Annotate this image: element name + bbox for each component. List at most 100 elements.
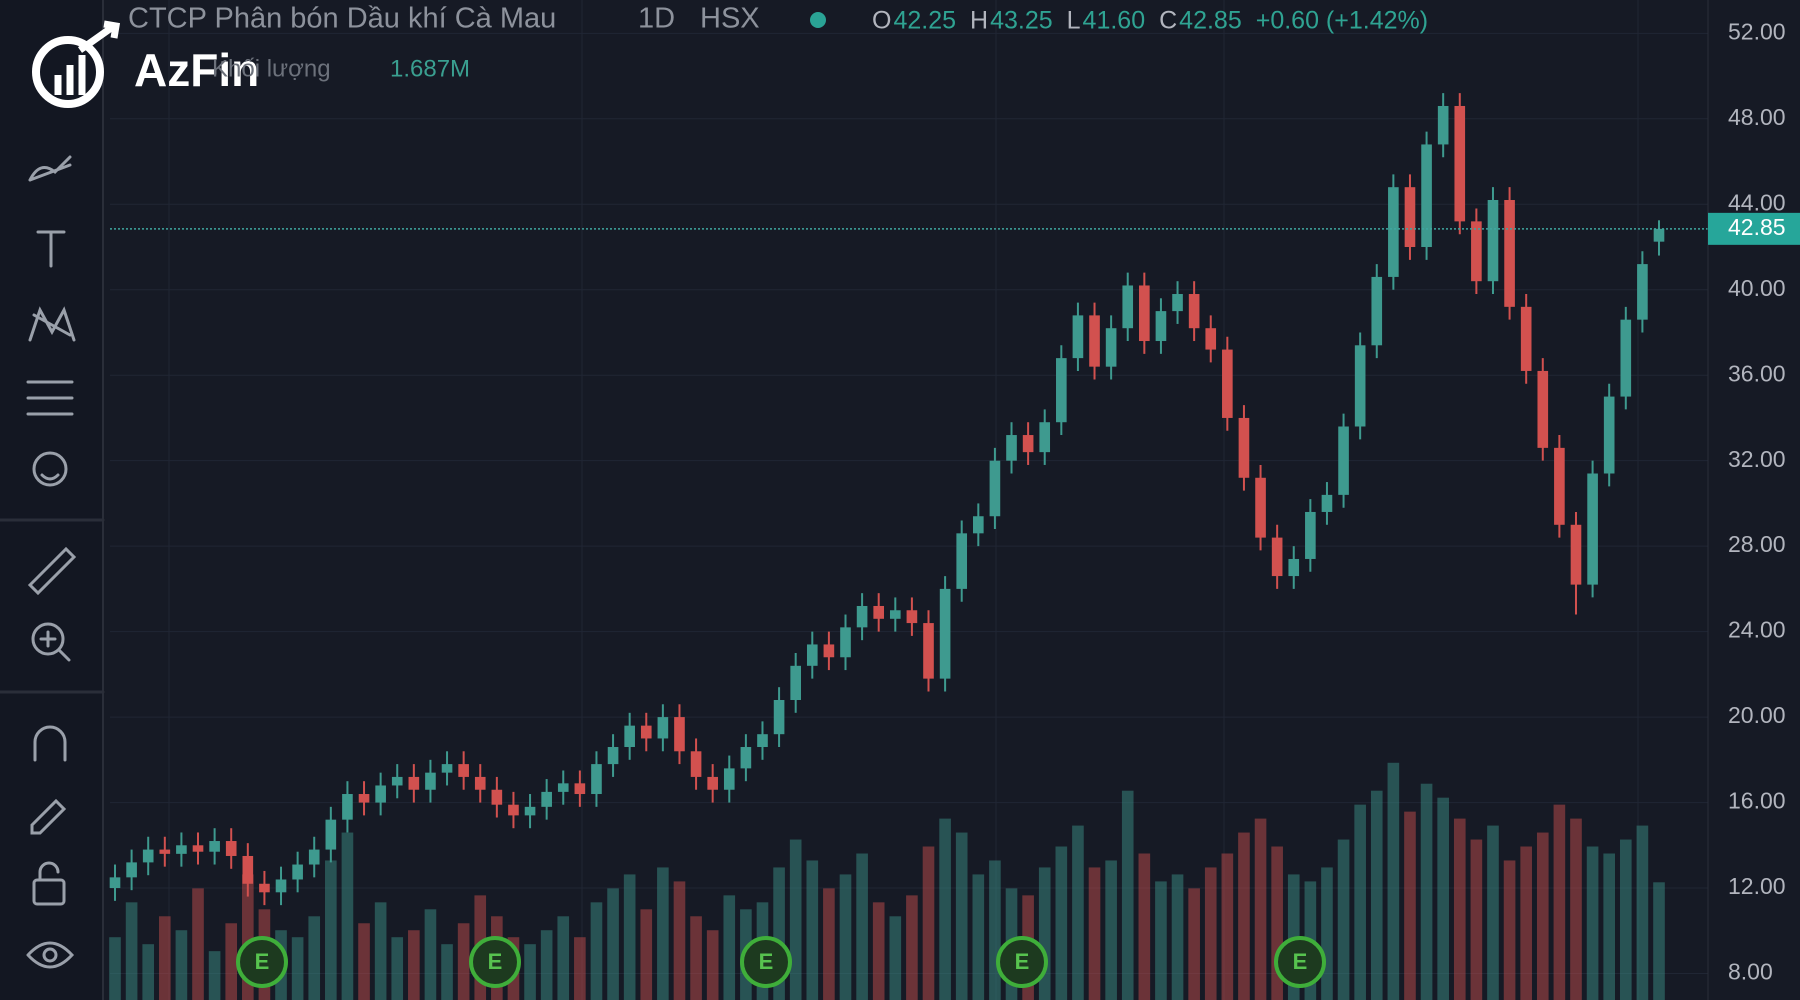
- y-tick-label: 52.00: [1728, 18, 1786, 44]
- candle-body: [126, 862, 137, 878]
- candle-body: [408, 776, 420, 790]
- event-marker: [996, 936, 1048, 988]
- zoom-plus: [39, 630, 71, 662]
- candle-body: [391, 776, 403, 786]
- candle-body: [939, 588, 951, 679]
- volume-bar: [540, 930, 553, 1000]
- volume-bar: [1055, 846, 1068, 1000]
- zoom-icon[interactable]: [31, 622, 65, 656]
- lock-draw-icon[interactable]: [30, 798, 67, 835]
- volume-last: 1.687M: [390, 55, 470, 82]
- emoji-smile: [40, 473, 60, 481]
- volume-bar: [939, 818, 951, 1000]
- candle-body: [557, 783, 569, 792]
- candle-body: [1238, 417, 1250, 478]
- emoji-icon[interactable]: [32, 451, 68, 487]
- brush-icon[interactable]: [28, 155, 72, 182]
- candle-body: [1305, 511, 1316, 559]
- volume-bar: [158, 916, 171, 1000]
- exchange: HSX: [700, 3, 760, 35]
- candle-body: [1321, 494, 1333, 512]
- candle-body: [1271, 537, 1283, 577]
- volume-bar: [441, 944, 453, 1000]
- volume-name: Khối lượng: [212, 55, 331, 82]
- ruler-icon[interactable]: [27, 546, 77, 596]
- candle-body: [1205, 328, 1217, 350]
- candle-body: [1454, 105, 1466, 222]
- volume-bar: [142, 944, 155, 1000]
- volume-bar: [308, 916, 321, 1000]
- change: +0.60 (+1.42%): [1256, 7, 1428, 35]
- candle-body: [325, 819, 337, 850]
- volume-bar: [374, 902, 387, 1000]
- volume-bar: [1453, 818, 1466, 1000]
- y-tick-label: 24.00: [1728, 617, 1786, 643]
- volume-bar: [872, 902, 885, 1000]
- candle-body: [1354, 345, 1366, 427]
- volume-bar: [242, 874, 254, 1000]
- candle-body: [1620, 319, 1632, 397]
- volume-bar: [1254, 818, 1267, 1000]
- candle-body: [275, 879, 287, 893]
- candle-body: [723, 768, 735, 790]
- candle-body: [740, 747, 752, 769]
- candle-body: [1404, 187, 1416, 248]
- candle-body: [1437, 105, 1449, 145]
- volume-bar: [1072, 825, 1084, 1000]
- volume-bar: [1321, 867, 1333, 1000]
- candle-body: [1039, 422, 1051, 453]
- candle-body: [624, 725, 635, 748]
- logo-mark: [32, 36, 104, 108]
- volume-bar: [1404, 811, 1416, 1000]
- candle-body: [1056, 358, 1067, 423]
- volume-pane: [109, 762, 1665, 1000]
- volume-bar: [1088, 867, 1101, 1000]
- volume-bar: [673, 881, 686, 1000]
- candle-body: [192, 845, 204, 852]
- candle-body: [889, 610, 901, 619]
- volume-bar: [856, 853, 868, 1000]
- magnet-icon[interactable]: [33, 725, 67, 762]
- candle-body: [607, 747, 619, 765]
- y-tick-label: 20.00: [1728, 702, 1786, 728]
- candle-body: [674, 717, 685, 752]
- volume-bar: [657, 867, 669, 1000]
- candle-body: [1537, 370, 1549, 448]
- volume-bar: [192, 888, 204, 1000]
- candle-body: [1072, 315, 1084, 359]
- volume-bar: [1121, 790, 1134, 1000]
- logo: AzFin: [32, 20, 259, 108]
- candle-body: [906, 610, 918, 624]
- candle-body: [242, 855, 254, 884]
- volume-bar: [1553, 804, 1566, 1000]
- toolbar-icons: [0, 155, 105, 969]
- volume-bar: [889, 916, 902, 1000]
- text-icon[interactable]: [36, 230, 66, 268]
- event-label: E: [1293, 949, 1308, 974]
- candle-body: [541, 791, 552, 807]
- volume-bar: [1387, 762, 1400, 1000]
- candle-body: [707, 776, 718, 790]
- y-tick-label: 12.00: [1728, 873, 1786, 899]
- volume-bar: [1155, 881, 1167, 1000]
- volume-bar: [955, 832, 968, 1000]
- event-marker: [740, 936, 792, 988]
- candle-body: [1338, 426, 1349, 495]
- candle-body: [873, 605, 885, 619]
- forecast-icon[interactable]: [26, 380, 74, 416]
- volume-bar: [408, 930, 420, 1000]
- candle-body: [1288, 558, 1300, 577]
- candle-body: [972, 516, 984, 534]
- eye-pupil: [42, 947, 58, 963]
- candle-body: [773, 700, 785, 735]
- eye-icon[interactable]: [26, 941, 75, 969]
- volume-bar: [1337, 839, 1350, 1000]
- volume-bar: [391, 937, 404, 1000]
- toolbar: [0, 0, 103, 1000]
- pattern-icon[interactable]: [28, 306, 76, 342]
- symbol-title: CTCP Phân bón Dầu khí Cà Mau: [128, 3, 556, 35]
- candle-body: [308, 849, 320, 865]
- lock-icon[interactable]: [32, 878, 66, 906]
